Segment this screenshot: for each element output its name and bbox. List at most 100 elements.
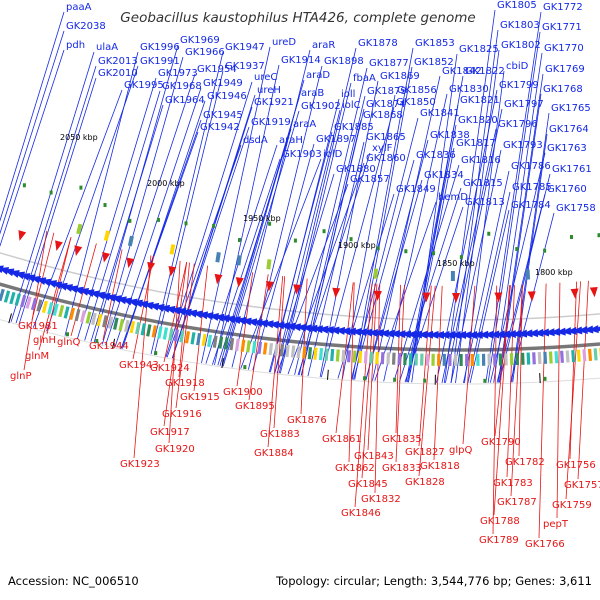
genome-backbone [0,282,600,352]
cog-strip [118,318,125,332]
forward-gene-label: ureC [254,72,277,83]
cog-strip [330,348,335,362]
gc-marker [543,376,547,381]
cog-strip [448,353,452,367]
forward-gene [417,330,428,339]
forward-gene [467,330,478,339]
kbp-tick [8,313,12,324]
forward-gene-label: GK1877 [369,58,409,69]
reverse-gene-label: GK1924 [150,363,190,374]
reverse-gene [570,288,579,299]
reverse-gene-label: GK1790 [481,437,521,448]
reverse-gene [18,230,27,241]
reverse-callout-line [418,285,436,477]
cog-strip [201,333,207,347]
cog-strip [571,350,576,363]
forward-gene-label: GK1897 [316,134,356,145]
cog-strip [279,344,285,357]
forward-callout-line [276,183,349,374]
forward-gene-label: iolC [342,100,361,111]
reverse-gene-label: GK1757 [564,480,600,491]
gc-marker [432,251,436,256]
forward-callout-line [365,179,423,381]
forward-gene [279,322,291,331]
reverse-gene-label: GK1782 [505,457,545,468]
forward-gene-label: GK1815 [463,178,503,189]
reverse-gene [332,287,341,299]
reverse-gene-labels: GK1981 glnH glnQ glnM glnP GK1944 GK1943GK1924… [10,321,600,550]
reverse-gene-label: GK1883 [260,429,300,440]
forward-gene [384,329,395,338]
cog-strip [223,337,229,350]
cog-strip [124,319,130,333]
reverse-gene-label: GK1944 [89,341,129,352]
forward-gene [544,328,555,337]
forward-gene-label: GK1849 [396,184,436,195]
cog-strip [504,353,508,366]
forward-gene-label: GK1817 [456,138,496,149]
forward-gene-label: GK1996 [140,42,180,53]
forward-gene-label: ioll [341,89,355,100]
forward-gene [406,330,417,339]
forward-gene-label: GK1803 [500,20,540,31]
cog-strip [425,353,430,366]
forward-gene [439,330,450,339]
forward-gene [522,329,533,338]
reverse-callout-line [462,285,476,445]
kbp-label: 1850 kbp [437,259,475,268]
reverse-gene-label: GK1884 [254,448,294,459]
forward-callout-line [374,201,437,381]
forward-callout-line [300,119,362,376]
cog-strip [459,354,463,366]
gene-features [0,183,600,383]
reverse-gene [214,273,223,285]
gc-marker [597,233,600,238]
reverse-callout-line [273,276,286,429]
forward-gene-label: GK1942 [200,122,240,133]
forward-gene-label: GK1856 [397,85,437,96]
reverse-callout-line [367,283,378,451]
reverse-gene-label: pepT [543,519,569,530]
forward-gene [307,324,318,333]
forward-gene-label: GK1865 [366,132,406,143]
forward-callout-line [467,191,511,384]
reverse-callout-line [577,280,589,480]
forward-gene-label: GK1914 [281,55,321,66]
forward-gene-label: GK1853 [415,38,455,49]
cog-strip [363,351,368,364]
forward-callout-line [172,126,250,359]
reverse-gene-label: GK1918 [165,378,205,389]
forward-gene [373,329,384,338]
reverse-callout-line [492,285,498,535]
forward-gene [583,325,594,334]
cog-strip [157,326,163,339]
reverse-callout-line [132,255,155,360]
gc-marker [79,185,83,190]
forward-callout-line [294,67,368,375]
reverse-callout-line [236,272,254,387]
cog-strip [369,351,374,364]
gc-marker [128,218,132,223]
forward-gene-label: GK1946 [207,91,247,102]
gc-marker [459,255,463,260]
reverse-callout-lines [23,230,589,539]
reverse-callout-line [538,283,547,539]
cog-strip [587,348,593,362]
forward-gene-label: GK2038 [66,21,106,32]
forward-gene-label: GK1761 [552,164,592,175]
cog-strip [582,349,587,362]
forward-gene-label: araD [306,70,330,81]
reverse-gene-label: GK1787 [497,497,537,508]
forward-gene [285,322,296,331]
cog-strip [240,339,246,352]
forward-gene [472,330,483,339]
forward-gene [461,330,472,339]
forward-gene-label: GK1825 [459,44,499,55]
forward-gene [489,330,500,339]
forward-gene [268,320,280,329]
forward-gene-label: GK1841 [420,108,460,119]
forward-callout-line [353,159,415,380]
forward-gene-label: GK1874 [366,99,406,110]
cog-strip [262,342,268,355]
forward-gene-label: GK1838 [430,130,470,141]
